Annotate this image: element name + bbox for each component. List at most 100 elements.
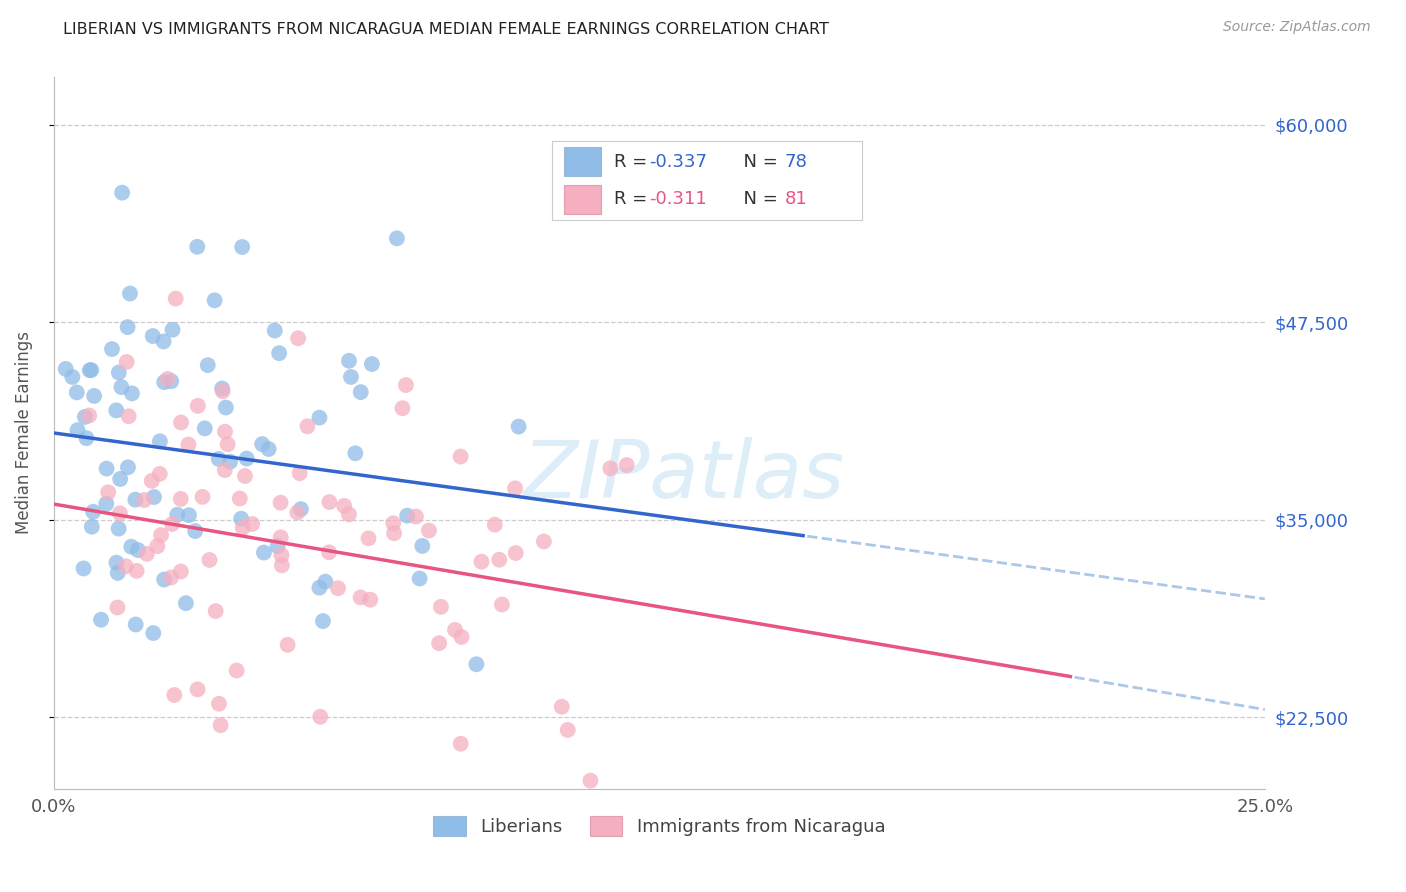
Point	[418, 524, 440, 538]
Point	[263, 324, 285, 338]
Point	[197, 358, 219, 372]
Point	[80, 519, 103, 533]
Point	[184, 524, 207, 538]
Point	[211, 382, 233, 396]
Text: Source: ZipAtlas.com: Source: ZipAtlas.com	[1223, 20, 1371, 34]
Point	[240, 516, 263, 531]
Point	[142, 626, 165, 640]
Point	[326, 581, 349, 595]
Point	[72, 561, 94, 575]
Point	[270, 496, 292, 510]
Point	[231, 511, 253, 525]
Point	[350, 385, 373, 400]
Point	[124, 492, 146, 507]
Point	[162, 323, 184, 337]
Point	[83, 389, 105, 403]
Point	[107, 566, 129, 580]
Point	[108, 506, 131, 520]
Point	[120, 540, 142, 554]
Legend: Liberians, Immigrants from Nicaragua: Liberians, Immigrants from Nicaragua	[426, 809, 893, 844]
Point	[250, 437, 273, 451]
Point	[204, 604, 226, 618]
Point	[235, 451, 257, 466]
Text: R =: R =	[614, 190, 652, 209]
Point	[318, 495, 340, 509]
Point	[211, 384, 233, 399]
Point	[395, 378, 418, 392]
Point	[97, 485, 120, 500]
Point	[314, 574, 336, 589]
Point	[288, 466, 311, 480]
Point	[73, 409, 96, 424]
Point	[616, 458, 638, 472]
Point	[160, 516, 183, 531]
Point	[191, 490, 214, 504]
Point	[450, 737, 472, 751]
Point	[170, 565, 193, 579]
Point	[308, 410, 330, 425]
Bar	[564, 185, 602, 214]
Point	[111, 186, 134, 200]
Point	[470, 555, 492, 569]
Point	[117, 320, 139, 334]
Point	[277, 638, 299, 652]
Point	[118, 409, 141, 424]
Point	[229, 491, 252, 506]
Text: N =: N =	[731, 153, 783, 170]
Point	[90, 613, 112, 627]
Point	[391, 401, 413, 416]
Point	[153, 573, 176, 587]
Point	[266, 539, 288, 553]
Point	[75, 431, 97, 445]
Y-axis label: Median Female Earnings: Median Female Earnings	[15, 332, 32, 534]
Point	[79, 363, 101, 377]
Point	[270, 558, 292, 573]
Point	[141, 474, 163, 488]
Point	[312, 614, 335, 628]
Point	[107, 522, 129, 536]
Point	[465, 657, 488, 672]
Text: N =: N =	[731, 190, 783, 209]
Point	[96, 497, 118, 511]
Point	[177, 508, 200, 523]
Point	[77, 409, 100, 423]
Point	[117, 460, 139, 475]
Point	[219, 455, 242, 469]
Point	[297, 419, 319, 434]
Point	[225, 664, 247, 678]
Point	[149, 467, 172, 481]
Point	[396, 508, 419, 523]
Point	[557, 723, 579, 737]
Point	[163, 688, 186, 702]
Point	[309, 710, 332, 724]
Point	[142, 329, 165, 343]
Point	[385, 231, 408, 245]
Point	[187, 399, 209, 413]
Point	[143, 490, 166, 504]
Point	[101, 342, 124, 356]
Point	[270, 548, 292, 562]
Point	[80, 363, 103, 377]
Point	[82, 505, 104, 519]
Point	[149, 434, 172, 449]
Point	[427, 636, 450, 650]
Point	[66, 423, 89, 437]
Point	[150, 528, 173, 542]
Point	[405, 509, 427, 524]
Point	[209, 718, 232, 732]
Point	[146, 539, 169, 553]
Point	[194, 421, 217, 435]
Point	[232, 521, 254, 535]
Point	[382, 516, 405, 531]
Point	[186, 240, 208, 254]
Point	[108, 366, 131, 380]
Point	[118, 286, 141, 301]
Point	[318, 545, 340, 559]
Point	[127, 543, 149, 558]
Point	[152, 334, 174, 349]
Text: LIBERIAN VS IMMIGRANTS FROM NICARAGUA MEDIAN FEMALE EARNINGS CORRELATION CHART: LIBERIAN VS IMMIGRANTS FROM NICARAGUA ME…	[63, 22, 830, 37]
Point	[66, 385, 89, 400]
Point	[121, 386, 143, 401]
Point	[290, 502, 312, 516]
Text: R =: R =	[614, 153, 652, 170]
